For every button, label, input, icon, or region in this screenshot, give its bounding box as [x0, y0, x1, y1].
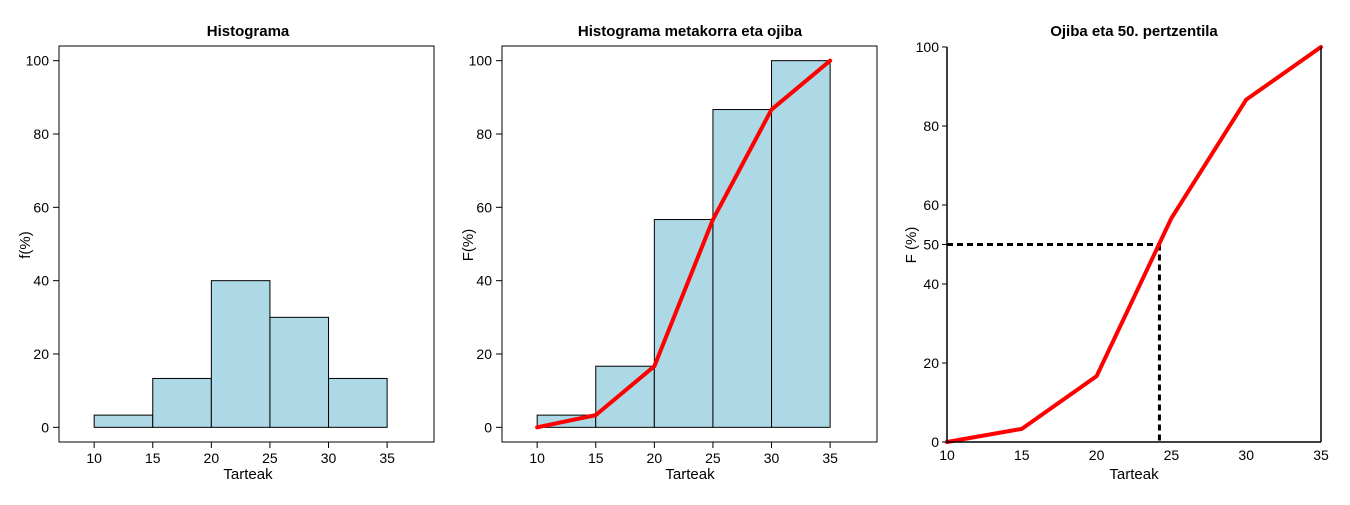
x-tick-label: 10	[529, 450, 545, 466]
plot-frame	[58, 45, 435, 443]
cumulative-histogram-panel: Histograma metakorra eta ojiba Tarteak F…	[460, 23, 878, 483]
y-tick-label: 0	[41, 419, 49, 435]
bar	[712, 109, 773, 428]
plot-area: 10 15 20 25 30 35 0 20 40 60 80 100	[26, 45, 435, 466]
x-tick-label: 25	[1164, 447, 1180, 463]
x-tick-label: 35	[822, 450, 838, 466]
histogram-panel: Histograma Tarteak f(%) 10 15 20 25 30 35 0 20 4…	[17, 23, 435, 483]
y-tick-label: 60	[476, 199, 492, 215]
y-tick-label: 20	[923, 355, 939, 371]
plot-frame	[501, 45, 878, 443]
bar	[653, 219, 714, 428]
y-tick-label: 50	[923, 237, 939, 253]
y-tick-label: 0	[931, 434, 939, 450]
y-tick-label: 20	[33, 346, 49, 362]
ogive-line	[535, 58, 833, 430]
chart-title: Histograma metakorra eta ojiba	[578, 23, 803, 40]
plot-area: 10 15 20 25 30 35 0 20 40 50 60 80 100	[916, 39, 1329, 463]
y-axis-label: f(%)	[17, 231, 34, 259]
chart-title: Histograma	[207, 23, 290, 40]
x-tick-label: 20	[204, 450, 220, 466]
y-tick-label: 40	[476, 273, 492, 289]
x-axis-label: Tarteak	[1109, 466, 1159, 483]
y-tick-label: 60	[33, 199, 49, 215]
x-tick-label: 30	[1238, 447, 1254, 463]
x-axis-label: Tarteak	[665, 466, 715, 483]
plot-area: 10 15 20 25 30 35 0 20 40 60 80 100	[469, 45, 878, 466]
x-tick-label: 20	[647, 450, 663, 466]
y-tick-label: 60	[923, 197, 939, 213]
x-tick-label: 35	[1313, 447, 1329, 463]
y-axis-label: F (%)	[903, 227, 920, 264]
bar	[771, 60, 831, 428]
x-axis-label: Tarteak	[223, 466, 273, 483]
bar	[152, 377, 212, 428]
x-tick-label: 25	[262, 450, 278, 466]
y-tick-label: 0	[484, 419, 492, 435]
y-tick-label: 100	[916, 39, 940, 55]
chart-title: Ojiba eta 50. pertzentila	[1050, 23, 1218, 40]
y-tick-label: 80	[476, 126, 492, 142]
y-tick-label: 80	[923, 118, 939, 134]
x-tick-label: 20	[1089, 447, 1105, 463]
y-tick-label: 80	[33, 126, 49, 142]
bar	[269, 316, 330, 428]
x-tick-label: 30	[321, 450, 337, 466]
bar	[210, 280, 271, 428]
bar	[328, 377, 388, 428]
y-tick-label: 100	[469, 53, 493, 69]
x-tick-label: 25	[705, 450, 721, 466]
bar	[93, 414, 154, 428]
x-tick-label: 10	[86, 450, 102, 466]
y-tick-label: 100	[26, 53, 50, 69]
ogive-line	[945, 45, 1323, 444]
x-tick-label: 10	[939, 447, 955, 463]
ogive-panel: Ojiba eta 50. pertzentila Tarteak F (%) …	[903, 23, 1329, 483]
x-tick-label: 15	[145, 450, 161, 466]
x-tick-label: 15	[1014, 447, 1030, 463]
x-tick-label: 30	[764, 450, 780, 466]
x-tick-label: 15	[588, 450, 604, 466]
y-tick-label: 40	[33, 273, 49, 289]
x-tick-label: 35	[379, 450, 395, 466]
y-axis-label: F(%)	[460, 229, 477, 262]
y-tick-label: 40	[923, 276, 939, 292]
y-tick-label: 20	[476, 346, 492, 362]
